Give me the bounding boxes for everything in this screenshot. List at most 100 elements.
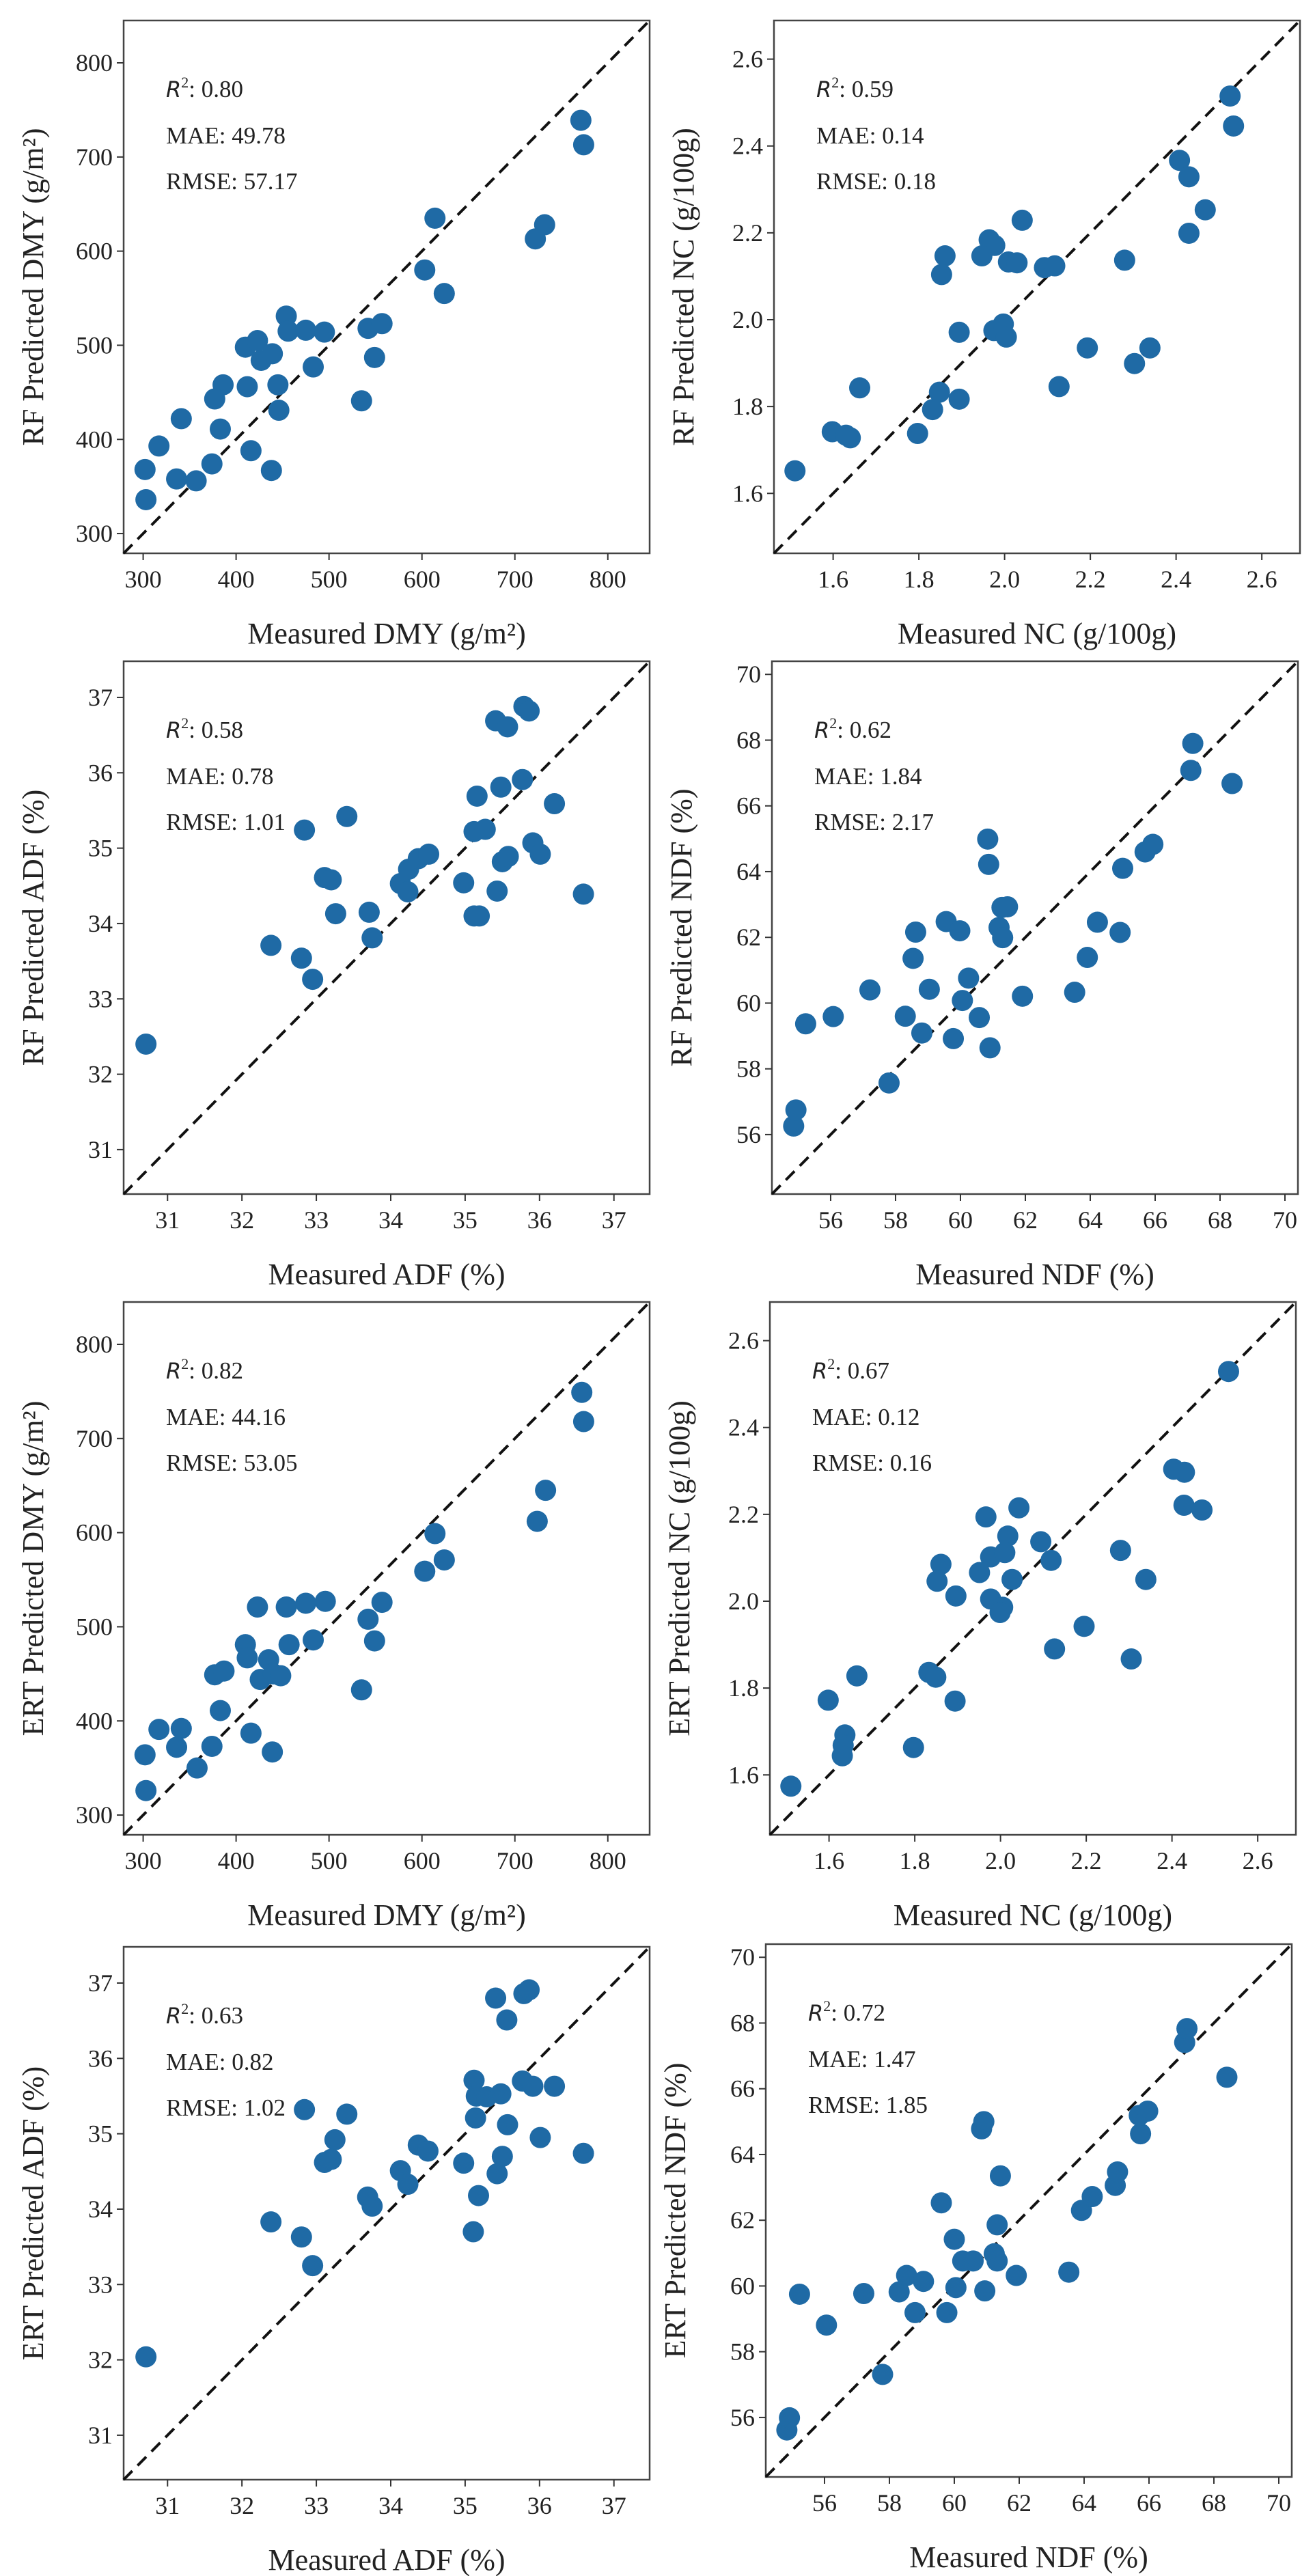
x-tick-label: 1.8 bbox=[904, 566, 935, 593]
data-point bbox=[462, 2221, 484, 2243]
y-tick-label: 37 bbox=[88, 684, 113, 711]
data-point bbox=[1044, 255, 1066, 277]
mae-stat: MAE: 0.14 bbox=[816, 122, 924, 149]
y-tick-label: 700 bbox=[76, 143, 113, 171]
data-point bbox=[1219, 85, 1241, 107]
data-point bbox=[453, 2152, 475, 2174]
data-point bbox=[314, 321, 335, 343]
data-point bbox=[986, 2214, 1008, 2236]
data-point bbox=[952, 990, 973, 1012]
data-point bbox=[522, 2075, 544, 2097]
data-point bbox=[1221, 773, 1243, 794]
data-point bbox=[135, 488, 157, 510]
r2-stat: R2: 0.82 bbox=[166, 1355, 243, 1384]
data-point bbox=[943, 1027, 965, 1049]
data-point bbox=[320, 869, 342, 891]
data-point bbox=[1130, 2123, 1152, 2145]
x-tick-label: 35 bbox=[453, 1206, 477, 1234]
r2-stat: R2: 0.62 bbox=[814, 715, 891, 743]
data-point bbox=[135, 1779, 157, 1801]
data-point bbox=[204, 388, 225, 410]
x-tick-label: 600 bbox=[404, 566, 441, 593]
y-axis-label: RF Predicted DMY (g/m²) bbox=[16, 128, 50, 446]
data-point bbox=[302, 969, 324, 991]
data-point bbox=[979, 1037, 1001, 1059]
data-point bbox=[1216, 2066, 1238, 2088]
x-tick-label: 33 bbox=[304, 1206, 329, 1234]
x-tick-label: 58 bbox=[877, 2489, 902, 2517]
data-point bbox=[491, 2146, 513, 2168]
x-tick-label: 1.8 bbox=[900, 1847, 930, 1874]
data-point bbox=[780, 1775, 802, 1797]
data-point bbox=[783, 1115, 805, 1137]
y-tick-label: 62 bbox=[730, 2206, 755, 2234]
data-point bbox=[148, 435, 170, 457]
data-point bbox=[822, 1006, 844, 1027]
data-point bbox=[209, 1700, 231, 1721]
y-tick-label: 800 bbox=[76, 1331, 113, 1358]
data-point bbox=[992, 927, 1014, 949]
x-tick-label: 2.0 bbox=[985, 1847, 1016, 1874]
x-tick-label: 70 bbox=[1266, 2489, 1291, 2517]
data-point bbox=[186, 1757, 208, 1779]
data-point bbox=[958, 967, 980, 989]
rmse-stat: RMSE: 1.02 bbox=[166, 2094, 286, 2121]
x-tick-label: 62 bbox=[1013, 1206, 1038, 1234]
rmse-stat: RMSE: 57.17 bbox=[166, 168, 298, 195]
y-axis-label: RF Predicted NC (g/100g) bbox=[667, 128, 700, 446]
mae-stat: MAE: 44.16 bbox=[166, 1404, 286, 1430]
x-tick-label: 34 bbox=[378, 2492, 403, 2519]
data-point bbox=[840, 427, 861, 449]
x-tick-label: 34 bbox=[378, 1206, 403, 1234]
data-point bbox=[201, 1735, 223, 1757]
x-tick-label: 64 bbox=[1072, 2489, 1096, 2517]
rmse-stat: RMSE: 0.18 bbox=[816, 168, 936, 195]
data-point bbox=[1176, 2018, 1198, 2040]
data-point bbox=[260, 460, 282, 482]
one-to-one-line bbox=[122, 660, 651, 1195]
x-tick-label: 70 bbox=[1273, 1206, 1297, 1234]
data-point bbox=[485, 1987, 507, 2009]
data-point bbox=[784, 460, 806, 482]
data-point bbox=[1194, 199, 1216, 221]
data-point bbox=[930, 1553, 952, 1575]
mae-stat: MAE: 0.82 bbox=[166, 2049, 274, 2075]
data-point bbox=[1120, 1648, 1142, 1670]
data-point bbox=[418, 843, 440, 865]
data-point bbox=[948, 388, 970, 410]
data-point bbox=[973, 2111, 995, 2133]
x-tick-label: 60 bbox=[942, 2489, 967, 2517]
data-point bbox=[512, 768, 534, 790]
data-point bbox=[896, 2265, 917, 2286]
x-tick-label: 36 bbox=[527, 1206, 552, 1234]
data-point bbox=[295, 1592, 317, 1614]
x-tick-label: 600 bbox=[404, 1847, 441, 1874]
data-point bbox=[277, 320, 299, 342]
data-point bbox=[518, 1979, 540, 2001]
x-axis-label: Measured ADF (%) bbox=[268, 1258, 505, 1291]
data-point bbox=[785, 1099, 807, 1121]
data-point bbox=[779, 2407, 801, 2428]
data-point bbox=[170, 1717, 192, 1739]
y-tick-label: 64 bbox=[736, 858, 761, 885]
data-point bbox=[170, 408, 192, 430]
data-point bbox=[1180, 760, 1202, 781]
x-axis-label: Measured NDF (%) bbox=[915, 1258, 1154, 1291]
data-point bbox=[1142, 833, 1164, 855]
data-point bbox=[1109, 1540, 1131, 1562]
x-tick-label: 35 bbox=[453, 2492, 477, 2519]
x-tick-label: 64 bbox=[1078, 1206, 1103, 1234]
data-point bbox=[295, 319, 317, 341]
r2-stat: R2: 0.59 bbox=[816, 74, 894, 102]
data-point bbox=[948, 321, 970, 343]
data-point bbox=[1048, 376, 1070, 398]
y-tick-label: 33 bbox=[88, 2271, 113, 2298]
data-point bbox=[497, 2114, 518, 2135]
x-tick-label: 2.6 bbox=[1243, 1847, 1273, 1874]
data-point bbox=[262, 1741, 283, 1763]
y-tick-label: 34 bbox=[88, 910, 113, 937]
data-point bbox=[904, 2301, 926, 2323]
data-point bbox=[166, 468, 188, 490]
y-tick-label: 34 bbox=[88, 2196, 113, 2223]
y-tick-label: 33 bbox=[88, 985, 113, 1012]
